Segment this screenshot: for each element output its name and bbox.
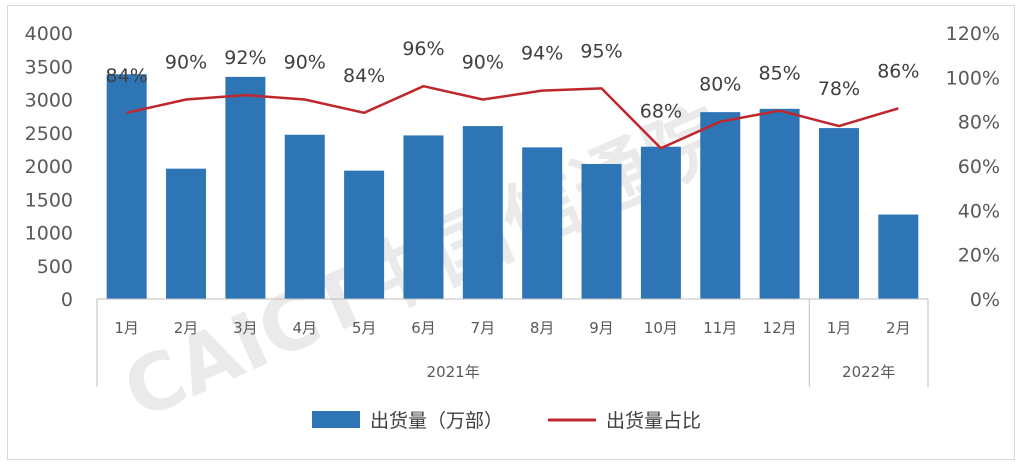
- y-right-tick-label: 20%: [958, 245, 1000, 267]
- x-tick-label: 2月: [174, 319, 199, 337]
- bar-shipment: [344, 170, 385, 299]
- y-right-tick-label: 120%: [946, 23, 1000, 45]
- line-share: [126, 84, 899, 150]
- x-tick-label: 1月: [114, 319, 139, 337]
- bar-shipment: [284, 134, 325, 299]
- x-tick-label: 10月: [644, 319, 678, 337]
- y-left-tick-label: 1500: [25, 189, 73, 211]
- legend-label-bar: 出货量（万部）: [370, 410, 503, 432]
- x-tick-label: 8月: [530, 319, 555, 337]
- data-label-share: 84%: [343, 65, 385, 87]
- y-right-tick-label: 40%: [958, 200, 1000, 222]
- data-label-share: 80%: [699, 74, 741, 96]
- y-right-tick-label: 60%: [958, 156, 1000, 178]
- bar-shipment: [403, 135, 444, 299]
- y-right-tick-label: 0%: [970, 289, 1000, 311]
- x-tick-label: 1月: [827, 319, 852, 337]
- data-label-share: 86%: [877, 60, 919, 82]
- y-left-tick-label: 3500: [25, 56, 73, 78]
- x-group-label: 2021年: [427, 363, 480, 381]
- x-tick-label: 3月: [233, 319, 258, 337]
- x-tick-label: 12月: [763, 319, 797, 337]
- legend-swatch-bar: [312, 411, 360, 428]
- bar-shipment: [700, 112, 741, 299]
- data-label-share: 90%: [462, 52, 504, 74]
- data-label-share: 84%: [106, 65, 148, 87]
- data-label-share: 78%: [818, 78, 860, 100]
- legend-label-line: 出货量占比: [606, 410, 701, 432]
- x-tick-label: 9月: [589, 319, 614, 337]
- x-tick-label: 11月: [703, 319, 737, 337]
- bar-shipment: [166, 168, 207, 299]
- data-label-share: 90%: [165, 52, 207, 74]
- y-left-tick-label: 4000: [25, 23, 73, 45]
- bar-shipment: [462, 126, 503, 299]
- data-label-share: 68%: [640, 100, 682, 122]
- y-left-tick-label: 3000: [25, 90, 73, 112]
- y-right-tick-label: 80%: [958, 112, 1000, 134]
- x-tick-label: 2月: [886, 319, 911, 337]
- data-label-share: 85%: [758, 63, 800, 85]
- x-tick-label: 5月: [352, 319, 377, 337]
- data-label-share: 94%: [521, 43, 563, 65]
- x-tick-label: 7月: [471, 319, 496, 337]
- data-label-share: 92%: [224, 47, 266, 69]
- bar-shipment: [522, 147, 563, 299]
- data-label-share: 96%: [402, 38, 444, 60]
- y-left-tick-label: 1000: [25, 223, 73, 245]
- data-label-share: 95%: [580, 40, 622, 62]
- x-tick-label: 4月: [292, 319, 317, 337]
- bar-shipment: [640, 146, 681, 299]
- x-group-label: 2022年: [842, 363, 895, 381]
- y-right-tick-label: 100%: [946, 67, 1000, 89]
- bar-shipment: [581, 164, 622, 299]
- y-left-tick-label: 2000: [25, 156, 73, 178]
- bar-shipment: [878, 214, 919, 299]
- y-left-tick-label: 0: [61, 289, 73, 311]
- bar-shipment: [759, 108, 800, 299]
- bar-shipment: [225, 76, 266, 299]
- bar-shipment: [818, 128, 859, 299]
- y-left-tick-label: 500: [37, 256, 73, 278]
- data-label-share: 90%: [284, 52, 326, 74]
- bar-shipment: [106, 74, 147, 299]
- y-left-tick-label: 2500: [25, 123, 73, 145]
- x-tick-label: 6月: [411, 319, 436, 337]
